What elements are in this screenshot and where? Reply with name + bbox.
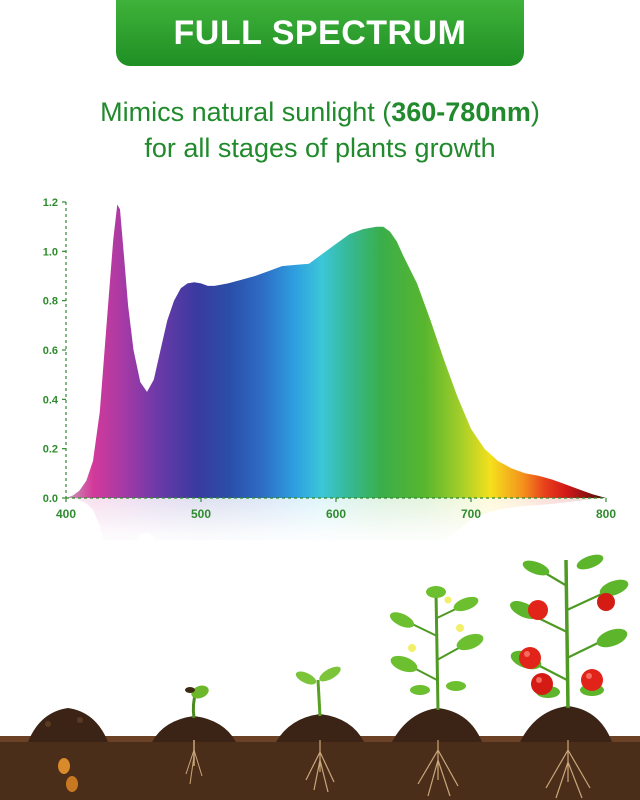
seed-icon [58,758,70,774]
tomato-icon [519,647,541,669]
spectrum-area [66,204,606,498]
reflection-fade [0,498,640,540]
y-tick-label: 1.2 [43,197,58,209]
subtitle: Mimics natural sunlight (360-780nm) for … [0,94,640,166]
sprout-leaf-icon [191,685,209,699]
title-banner: FULL SPECTRUM [116,0,524,66]
y-tick-label: 0.8 [43,296,58,308]
stage-seedling [276,666,364,793]
x-tick-label: 800 [596,507,616,521]
plant-growth-scene [0,554,640,800]
y-tick-label: 0.6 [43,345,58,357]
y-tick-label: 0.4 [43,394,59,406]
wavelength-range: 360-780nm [391,97,531,127]
seedling-leaf-icon [295,671,317,685]
subtitle-line-2: for all stages of plants growth [144,133,496,163]
stage-fruiting-plant [510,554,629,799]
y-tick-label: 1.0 [43,246,58,258]
stage-seed [28,708,108,792]
stage-sprout [152,685,236,785]
spectrum-chart: 0.0 0.2 0.4 0.6 0.8 1.0 1.2 400 500 600 700 800 [0,197,640,540]
young-plant-leaf-icon [390,655,418,673]
y-tick-label: 0.2 [43,444,58,456]
stage-young-plant [389,586,484,797]
banner-title: FULL SPECTRUM [173,13,467,52]
subtitle-line-1: Mimics natural sunlight (360-780nm) [100,97,540,127]
x-tick-label: 700 [461,507,481,521]
x-tick-label: 400 [56,507,76,521]
x-tick-label: 600 [326,507,346,521]
y-tick-label: 0.0 [43,493,58,505]
x-tick-label: 500 [191,507,211,521]
